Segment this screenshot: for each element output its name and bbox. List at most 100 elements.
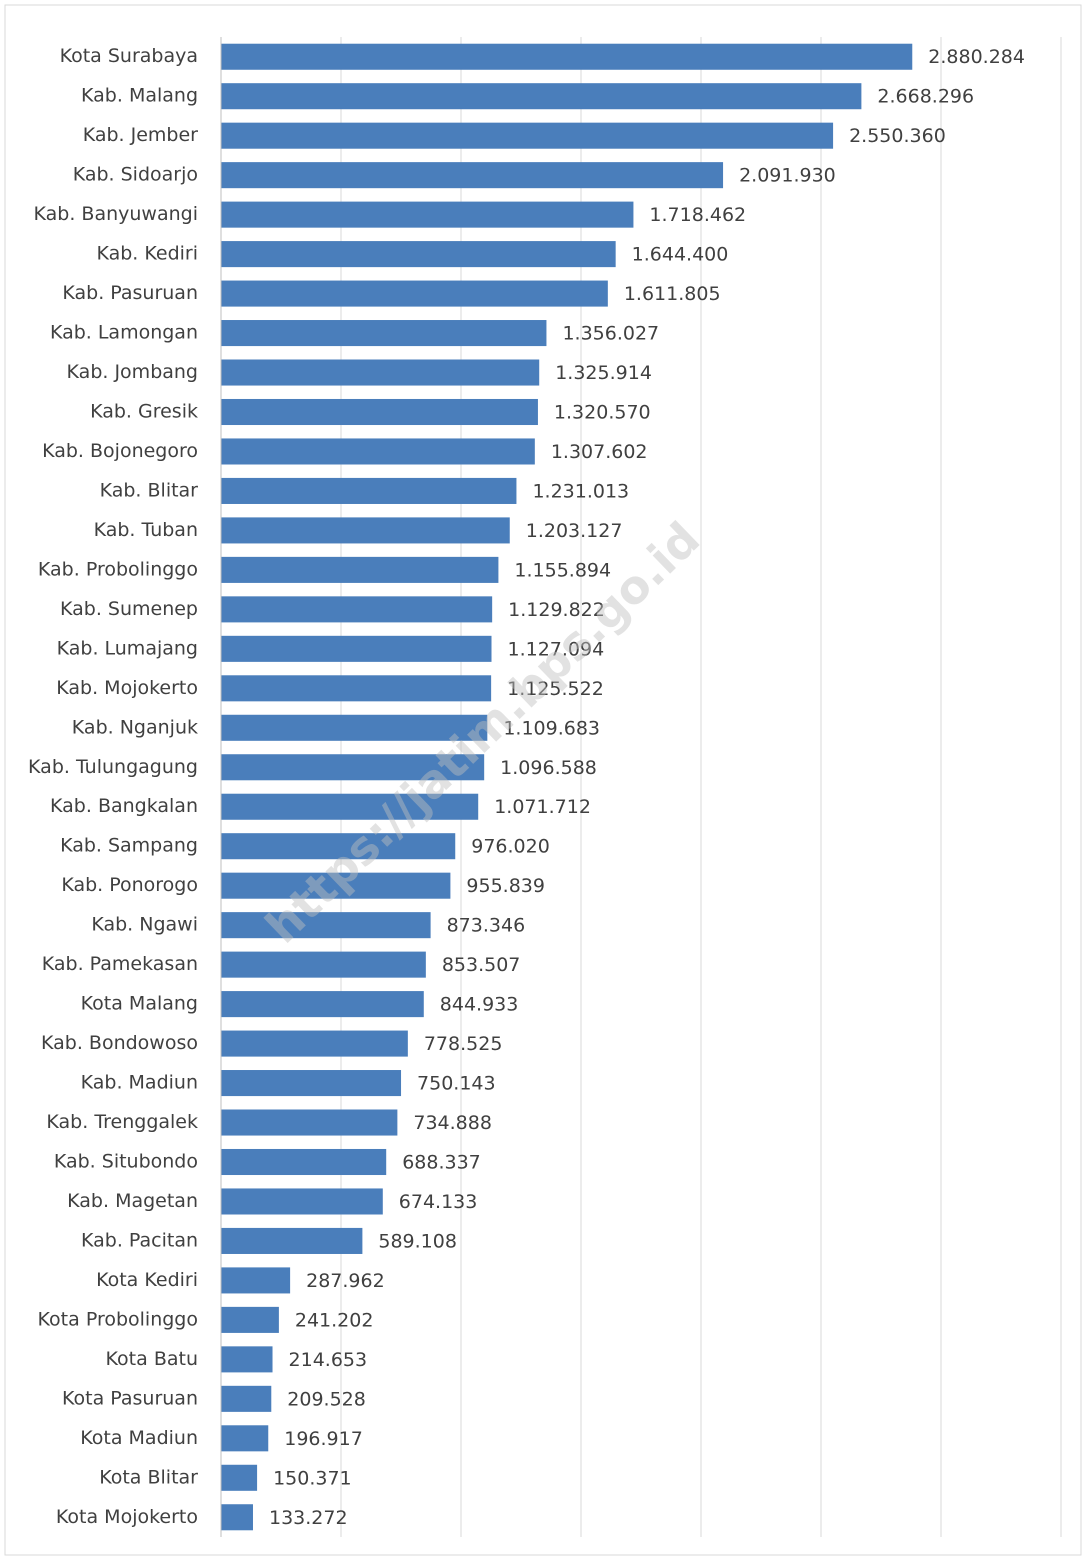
data-label: 674.133 [399,1191,478,1213]
y-tick-label: Kab. Banyuwangi [34,203,198,225]
bar [221,477,517,504]
bar [221,1464,258,1491]
y-tick-label: Kab. Mojokerto [56,677,198,699]
bar [221,359,540,386]
data-label: 2.091.930 [739,165,836,187]
bar [221,1109,398,1136]
y-tick-label: Kota Kediri [96,1269,198,1291]
bar [221,1425,269,1452]
bar [221,1030,408,1057]
bar [221,1267,291,1294]
y-tick-label: Kab. Jember [83,124,198,146]
data-label: 214.653 [289,1349,368,1371]
y-tick-label: Kab. Trenggalek [46,1111,198,1133]
y-tick-label: Kab. Nganjuk [72,716,198,738]
data-label: 1.231.013 [532,480,629,502]
bar [221,951,426,978]
data-label: 1.127.094 [508,638,605,660]
data-label: 688.337 [402,1152,481,1174]
y-tick-label: Kab. Malang [81,85,198,107]
data-label: 1.109.683 [503,717,600,739]
bar [221,912,431,939]
data-label: 976.020 [471,836,550,858]
bar [221,714,488,741]
bar [221,517,510,544]
data-label: 1.125.522 [507,678,604,700]
y-tick-label: Kota Surabaya [60,45,198,67]
data-label: 734.888 [413,1112,492,1134]
bar [221,43,913,70]
bar [221,635,492,662]
data-label: 241.202 [295,1309,374,1331]
y-tick-label: Kota Mojokerto [56,1506,198,1528]
data-label: 1.071.712 [494,796,591,818]
y-tick-label: Kab. Tulungagung [28,756,198,778]
bar [221,122,834,149]
bar [221,596,493,623]
data-label: 1.325.914 [555,362,652,384]
bar [221,991,424,1018]
data-label: 1.129.822 [508,599,605,621]
y-tick-label: Kab. Blitar [100,479,199,501]
data-label: 1.203.127 [526,520,623,542]
bar [221,201,634,228]
bar [221,1306,279,1333]
data-label: 873.346 [447,915,526,937]
data-label: 1.718.462 [649,204,746,226]
data-label: 1.096.588 [500,757,597,779]
y-tick-label: Kab. Probolinggo [38,558,198,580]
bar [221,1188,383,1215]
y-tick-label: Kota Madiun [80,1427,198,1449]
y-tick-label: Kota Blitar [99,1466,198,1488]
y-tick-label: Kab. Pacitan [81,1229,198,1251]
y-tick-label: Kab. Bojonegoro [42,440,198,462]
y-tick-label: Kota Malang [81,993,198,1015]
data-label: 1.356.027 [562,323,659,345]
bar [221,872,451,899]
y-tick-label: Kab. Situbondo [54,1151,198,1173]
bar [221,83,862,110]
bar [221,675,492,702]
bar [221,320,547,347]
bar [221,438,535,465]
bar [221,754,485,781]
data-label: 2.668.296 [877,86,974,108]
data-label: 287.962 [306,1270,385,1292]
y-tick-label: Kab. Kediri [96,243,198,265]
y-tick-label: Kab. Sumenep [60,598,198,620]
data-label: 2.550.360 [849,125,946,147]
bar [221,241,616,268]
data-label: 589.108 [378,1230,457,1252]
data-label: 150.371 [273,1467,352,1489]
bar [221,1346,273,1373]
data-label: 133.272 [269,1507,348,1529]
y-tick-label: Kab. Bondowoso [41,1032,198,1054]
bar [221,1504,253,1531]
data-label: 955.839 [466,875,545,897]
data-label: 1.155.894 [514,559,611,581]
data-label: 853.507 [442,954,521,976]
y-tick-label: Kab. Ngawi [91,914,198,936]
y-tick-label: Kab. Bangkalan [50,795,198,817]
y-tick-label: Kab. Magetan [67,1190,198,1212]
bar [221,833,456,860]
y-tick-label: Kab. Pasuruan [62,282,198,304]
data-label: 209.528 [287,1388,366,1410]
data-label: 750.143 [417,1073,496,1095]
data-label: 1.307.602 [551,441,648,463]
bar [221,793,479,820]
data-label: 778.525 [424,1033,503,1055]
data-label: 2.880.284 [928,46,1025,68]
y-tick-label: Kab. Sampang [60,835,198,857]
bar [221,556,499,583]
y-tick-label: Kab. Sidoarjo [73,164,198,186]
data-label: 196.917 [284,1428,363,1450]
y-tick-label: Kab. Ponorogo [61,874,198,896]
bar [221,280,608,307]
y-tick-label: Kab. Tuban [94,519,198,541]
bar [221,1148,387,1176]
data-label: 1.320.570 [554,402,651,424]
y-tick-label: Kab. Gresik [90,401,198,423]
bar [221,1385,272,1412]
